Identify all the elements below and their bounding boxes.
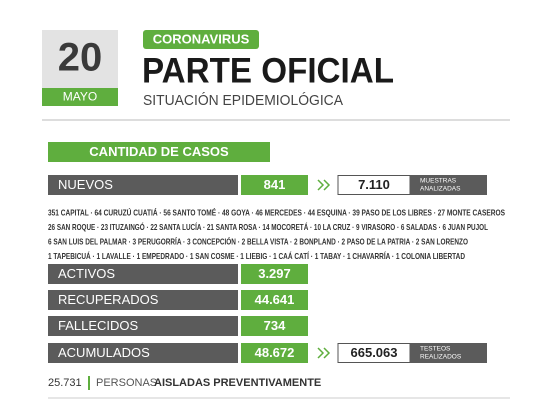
district-line: 26 SAN ROQUE · 23 ITUZAINGÓ · 22 SANTA L… <box>48 221 488 232</box>
tag: CORONAVIRUS <box>153 31 250 46</box>
row-value: 841 <box>264 177 286 192</box>
chevron <box>317 347 325 359</box>
footer-label: PERSONAS <box>96 377 157 389</box>
date-box <box>42 30 118 88</box>
row-label: FALLECIDOS <box>58 318 139 333</box>
district-line: 1 TAPEBICUÁ · 1 LAVALLE · 1 EMPEDRADO · … <box>48 251 465 261</box>
row-value: 44.641 <box>255 292 295 307</box>
row-value: 48.672 <box>255 345 295 360</box>
chevron <box>323 179 331 191</box>
extra-label: REALIZADOS <box>420 354 462 361</box>
row-label-box <box>48 264 238 284</box>
row-value-box <box>241 264 308 284</box>
date-month-box <box>42 88 118 106</box>
footer-count: 25.731 <box>48 377 82 389</box>
date-day: 20 <box>58 36 103 80</box>
subtitle: SITUACIÓN EPIDEMIOLÓGICA <box>143 92 343 109</box>
title: PARTE OFICIAL <box>142 51 394 90</box>
extra-label: TESTEOS <box>420 346 451 353</box>
district-line: 6 SAN LUIS DEL PALMAR · 3 PERUGORRÍA · 3… <box>48 235 468 246</box>
row-value-box <box>241 316 308 336</box>
row-label-box <box>48 316 238 336</box>
extra-label-box <box>410 343 487 363</box>
district-line: 351 CAPITAL · 64 CURUZÚ CUATIÁ · 56 SANT… <box>48 206 505 217</box>
date-month: MAYO <box>63 90 97 104</box>
extra-label: ANALIZADAS <box>420 186 461 193</box>
districts: 351 CAPITAL · 64 CURUZÚ CUATIÁ · 56 SANT… <box>48 206 505 261</box>
row-value: 734 <box>264 318 286 333</box>
row-value-box <box>241 290 308 310</box>
row-label-box <box>48 175 238 195</box>
row-label: RECUPERADOS <box>58 292 159 307</box>
row-label-box <box>48 343 238 363</box>
extra-label-box <box>410 175 487 195</box>
chevron <box>317 179 325 191</box>
extra-value: 665.063 <box>351 345 398 360</box>
row-label: ACUMULADOS <box>58 345 150 360</box>
chevron <box>323 347 331 359</box>
extra-value: 7.110 <box>358 177 390 192</box>
row-value-box <box>241 175 308 195</box>
tag-box <box>143 30 259 49</box>
row-label: NUEVOS <box>58 177 113 192</box>
section-box <box>48 142 270 162</box>
footer-label-bold: AISLADAS PREVENTIVAMENTE <box>154 377 321 389</box>
section-title: CANTIDAD DE CASOS <box>89 144 229 159</box>
row-label-box <box>48 290 238 310</box>
extra-label: MUESTRAS <box>420 178 457 185</box>
footer-bar <box>88 376 90 390</box>
row-value-box <box>241 343 308 363</box>
row-value: 3.297 <box>258 266 291 281</box>
row-label: ACTIVOS <box>58 266 115 281</box>
